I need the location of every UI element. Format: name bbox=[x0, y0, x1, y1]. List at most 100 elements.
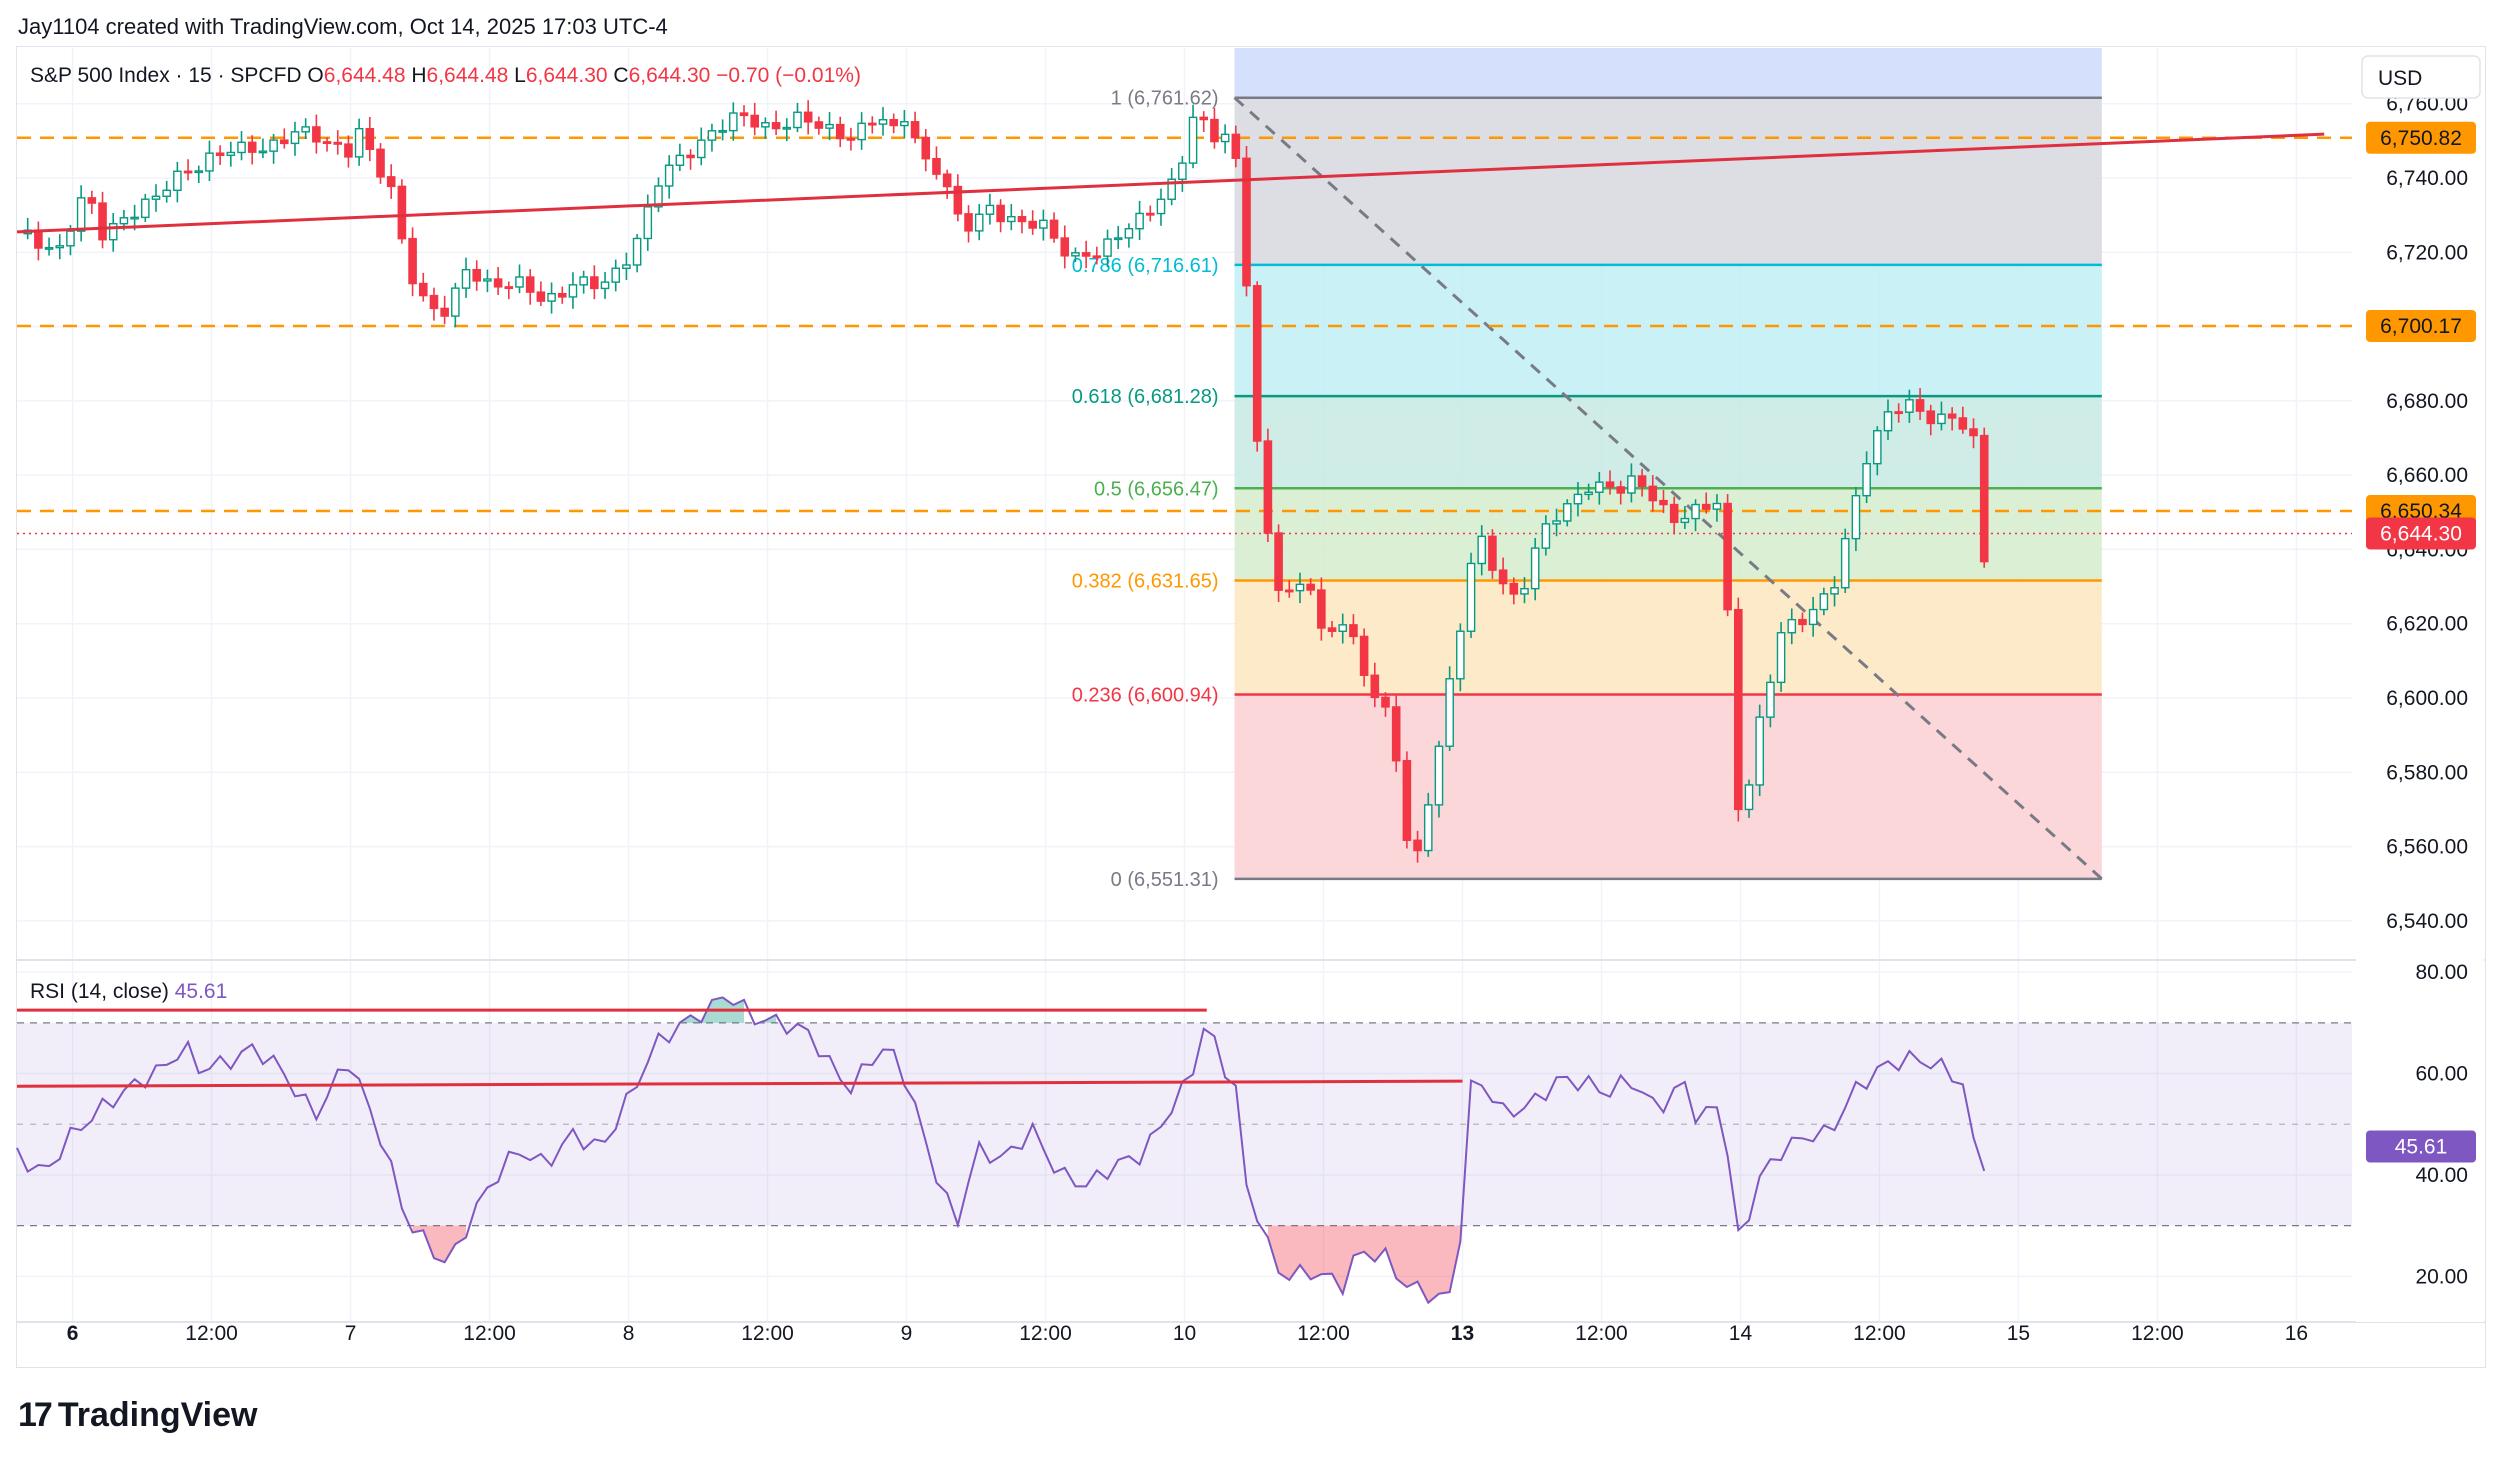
candle-body bbox=[750, 114, 760, 128]
candle-body bbox=[1178, 162, 1187, 180]
candle-body bbox=[461, 268, 471, 289]
candle-body bbox=[1103, 238, 1112, 257]
time-tick-label: 12:00 bbox=[185, 1322, 238, 1345]
candle-body bbox=[1456, 630, 1465, 680]
candle-body bbox=[1873, 430, 1882, 465]
candle-body bbox=[76, 197, 86, 232]
candle-body bbox=[247, 141, 257, 153]
candle-body bbox=[1370, 674, 1380, 699]
candle-body bbox=[921, 136, 931, 160]
candle-body bbox=[1819, 593, 1829, 611]
candle-body bbox=[108, 223, 118, 241]
price-axis-bg bbox=[2356, 48, 2484, 1322]
candle-body bbox=[1787, 618, 1797, 634]
candle-body bbox=[1958, 417, 1968, 430]
candle-body bbox=[1113, 237, 1123, 241]
candle-body bbox=[1605, 481, 1615, 488]
candle-body bbox=[1552, 520, 1561, 525]
candle-body bbox=[547, 292, 556, 302]
candle-body bbox=[1135, 212, 1144, 230]
candle-body bbox=[1808, 608, 1818, 626]
candle-body bbox=[611, 267, 621, 283]
candle-body bbox=[1338, 624, 1348, 632]
candle-body bbox=[1798, 618, 1807, 626]
currency-button[interactable] bbox=[2361, 55, 2481, 99]
candle-body bbox=[835, 123, 845, 140]
candle-body bbox=[1712, 502, 1722, 510]
time-tick-label: 6 bbox=[67, 1322, 79, 1345]
candle-body bbox=[1434, 745, 1444, 806]
candle-body bbox=[1039, 219, 1048, 229]
candle-body bbox=[1071, 252, 1080, 257]
candle-body bbox=[322, 141, 332, 145]
chart-credit: Jay1104 created with TradingView.com, Oc… bbox=[18, 14, 668, 39]
candle-body bbox=[771, 122, 781, 130]
fib-label-0.786: 0.786 (6,716.61) bbox=[1072, 255, 1219, 277]
candle-body bbox=[1734, 608, 1743, 811]
rsi-value-tag: 45.61 bbox=[2395, 1136, 2448, 1159]
candle-body bbox=[1584, 491, 1593, 496]
rsi-legend: RSI (14, close) 45.61 bbox=[30, 980, 227, 1003]
candle-body bbox=[1423, 804, 1433, 852]
candle-body bbox=[397, 185, 407, 240]
candle-body bbox=[664, 164, 674, 187]
candle-body bbox=[707, 130, 717, 141]
candle-body bbox=[66, 230, 75, 247]
fib-label-1: 1 (6,761.62) bbox=[1111, 88, 1219, 110]
candle-body bbox=[1541, 523, 1551, 549]
candle-body bbox=[1081, 252, 1091, 257]
rsi-trend-line-mid bbox=[16, 1079, 1463, 1088]
candle-body bbox=[1306, 583, 1315, 591]
legend-part: H bbox=[411, 64, 426, 87]
legend-part: 6,644.48 bbox=[324, 64, 412, 87]
candle-body bbox=[98, 202, 107, 241]
tv-logo-icon: 17 bbox=[18, 1396, 53, 1434]
time-tick-label: 12:00 bbox=[463, 1322, 516, 1345]
legend-part: 6,644.30 bbox=[629, 64, 717, 87]
fib-zone-0.236 bbox=[1234, 694, 2102, 879]
candle-body bbox=[868, 122, 877, 126]
candle-body bbox=[910, 121, 920, 139]
fib-extension-zone bbox=[1234, 48, 2102, 98]
candle-body bbox=[1263, 440, 1273, 534]
rsi-legend-part: 45.61 bbox=[175, 980, 228, 1003]
candle-body bbox=[1562, 503, 1572, 522]
time-tick-label: 12:00 bbox=[2131, 1322, 2184, 1345]
candle-body bbox=[793, 111, 802, 129]
candle-body bbox=[1284, 589, 1294, 593]
last-price-tag: 6,644.30 bbox=[2380, 522, 2462, 545]
candle-body bbox=[386, 176, 396, 188]
candle-body bbox=[525, 276, 535, 293]
legend-part: C bbox=[613, 64, 628, 87]
candle-body bbox=[1017, 216, 1027, 223]
currency-label: USD bbox=[2378, 67, 2422, 90]
candle-body bbox=[1445, 678, 1454, 747]
fib-zone-1 bbox=[1234, 97, 2102, 265]
rsi-band-fill bbox=[17, 1022, 2352, 1226]
tradingview-logo[interactable]: 17 TradingView bbox=[18, 1396, 257, 1435]
level-price-tag-bg bbox=[2366, 309, 2476, 342]
candle-body bbox=[803, 111, 813, 123]
candle-body bbox=[376, 148, 385, 178]
candle-body bbox=[1188, 116, 1198, 164]
candle-body bbox=[761, 122, 770, 128]
candle-body bbox=[1402, 760, 1412, 841]
candle-body bbox=[1509, 582, 1519, 595]
rsi-legend-part: RSI (14, close) bbox=[30, 980, 175, 1003]
time-tick-label: 14 bbox=[1729, 1322, 1753, 1345]
candle-body bbox=[632, 237, 642, 266]
candle-body bbox=[1830, 587, 1839, 595]
candle-body bbox=[1680, 517, 1690, 524]
candle-body bbox=[1028, 220, 1037, 229]
candle-body bbox=[1755, 716, 1764, 786]
candle-body bbox=[1862, 462, 1871, 497]
legend-part: L bbox=[514, 64, 526, 87]
candle-body bbox=[333, 141, 343, 145]
tv-brand-name: TradingView bbox=[57, 1396, 258, 1434]
candle-body bbox=[557, 292, 567, 298]
candle-body bbox=[1167, 178, 1176, 200]
legend-part: O bbox=[307, 64, 323, 87]
candle-body bbox=[1926, 410, 1936, 425]
candle-body bbox=[1327, 627, 1337, 632]
